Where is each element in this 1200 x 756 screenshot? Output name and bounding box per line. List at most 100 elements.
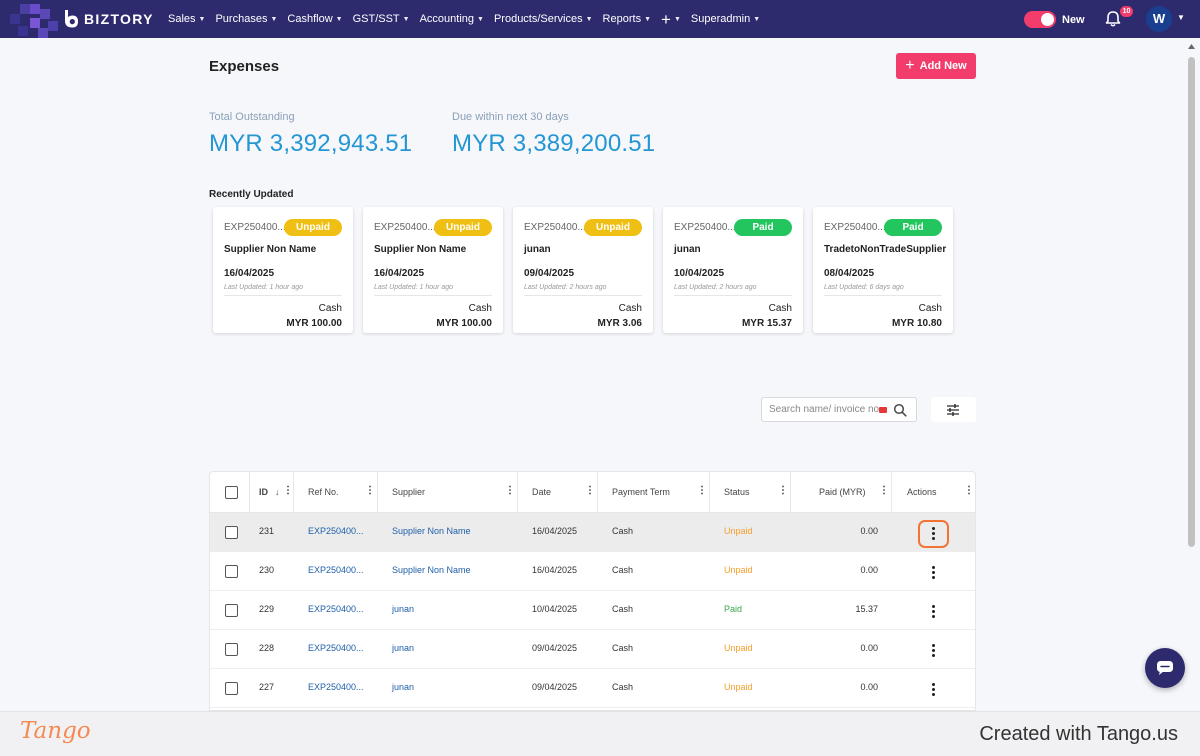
column-menu-icon[interactable]: ⋮ [505,485,515,496]
table-row[interactable]: 227 EXP250400... junan 09/04/2025 Cash U… [210,669,975,708]
column-menu-icon[interactable]: ⋮ [964,485,974,496]
recent-card[interactable]: EXP250400... Unpaid junan 09/04/2025 Las… [513,207,653,333]
header-actions[interactable]: Actions ⋮ [892,472,975,513]
card-supplier: TradetoNonTradeSupplier [824,244,947,255]
cell-id: 228 [259,643,275,653]
logo-pixel-pattern [0,0,70,38]
row-checkbox[interactable] [225,643,238,656]
scroll-up-arrow-icon[interactable] [1187,43,1196,51]
row-checkbox[interactable] [225,565,238,578]
divider [824,295,942,296]
divider [674,295,792,296]
cell-ref-link[interactable]: EXP250400... [308,643,364,653]
menu-accounting[interactable]: Accounting ▼ [420,13,484,25]
more-actions-icon[interactable] [931,683,935,697]
status-badge: Paid [884,219,942,236]
header-status[interactable]: Status ⋮ [710,472,791,513]
caret-down-icon: ▼ [673,15,681,23]
biztory-logo[interactable]: BIZTORY [62,9,154,29]
card-date: 10/04/2025 [674,268,725,279]
biztory-logo-icon [65,10,78,28]
recent-card[interactable]: EXP250400... Unpaid Supplier Non Name 16… [213,207,353,333]
add-new-button[interactable]: + Add New [896,53,976,79]
card-ref: EXP250400... [524,222,586,233]
menu-gst-sst[interactable]: GST/SST ▼ [353,13,410,25]
filter-button[interactable] [931,397,976,422]
card-last-updated: Last Updated: 1 hour ago [374,284,454,291]
vertical-scrollbar-thumb[interactable] [1188,57,1195,547]
stat-label: Total Outstanding [209,111,295,123]
chevron-down-icon[interactable]: ▼ [1177,13,1185,22]
recent-card[interactable]: EXP250400... Unpaid Supplier Non Name 16… [363,207,503,333]
table-row[interactable]: 228 EXP250400... junan 09/04/2025 Cash U… [210,630,975,669]
menu-reports[interactable]: Reports ▼ [603,13,651,25]
more-actions-icon[interactable] [931,527,935,541]
column-menu-icon[interactable]: ⋮ [879,485,889,496]
toggle-switch[interactable] [1024,11,1056,28]
menu-sales[interactable]: Sales ▼ [168,13,205,25]
row-checkbox[interactable] [225,526,238,539]
cell-id: 230 [259,565,275,575]
menu-superadmin[interactable]: Superadmin ▼ [691,13,760,25]
column-menu-icon[interactable]: ⋮ [585,485,595,496]
table-row[interactable]: 229 EXP250400... junan 10/04/2025 Cash P… [210,591,975,630]
cell-supplier-link[interactable]: Supplier Non Name [392,526,471,536]
header-date[interactable]: Date ⋮ [518,472,598,513]
chat-widget-button[interactable] [1145,648,1185,688]
card-ref: EXP250400... [224,222,286,233]
menu-products-services[interactable]: Products/Services ▼ [494,13,593,25]
search-input[interactable] [769,404,881,415]
cell-supplier-link[interactable]: Supplier Non Name [392,565,471,575]
search-icon[interactable] [893,403,907,417]
row-checkbox[interactable] [225,604,238,617]
row-checkbox[interactable] [225,682,238,695]
menu-label: Sales [168,13,196,25]
card-date: 09/04/2025 [524,268,575,279]
menu-quick-add[interactable]: + ▼ [661,11,681,28]
search-box[interactable] [761,397,917,422]
card-payment-term: Cash [318,303,342,314]
created-with-text: Created with Tango.us [979,723,1178,745]
more-actions-icon[interactable] [931,566,935,580]
more-actions-icon[interactable] [931,605,935,619]
menu-purchases[interactable]: Purchases ▼ [215,13,277,25]
card-supplier: Supplier Non Name [374,244,467,255]
sort-arrow-icon[interactable]: ↓ [275,487,280,497]
menu-cashflow[interactable]: Cashflow ▼ [287,13,342,25]
menu-label: Cashflow [287,13,333,25]
recent-card[interactable]: EXP250400... Paid junan 10/04/2025 Last … [663,207,803,333]
cell-supplier-link[interactable]: junan [392,682,415,692]
cell-date: 09/04/2025 [532,682,578,692]
user-avatar[interactable]: W [1146,6,1172,32]
cell-ref-link[interactable]: EXP250400... [308,604,364,614]
recent-card[interactable]: EXP250400... Paid TradetoNonTradeSupplie… [813,207,953,333]
cell-ref-link[interactable]: EXP250400... [308,526,364,536]
header-paid[interactable]: Paid (MYR) ⋮ [791,472,892,513]
header-id[interactable]: ID ↓ ⋮ [250,472,294,513]
select-all-checkbox[interactable] [225,486,238,499]
card-last-updated: Last Updated: 6 days ago [824,284,904,291]
header-ref-no[interactable]: Ref No. ⋮ [294,472,378,513]
bell-icon[interactable] [1104,10,1122,28]
cell-payment-term: Cash [612,526,634,536]
column-menu-icon[interactable]: ⋮ [697,485,707,496]
card-amount: MYR 15.37 [741,318,792,329]
cell-supplier-link[interactable]: junan [392,643,415,653]
column-menu-icon[interactable]: ⋮ [365,485,375,496]
card-payment-term: Cash [468,303,492,314]
more-actions-icon[interactable] [931,644,935,658]
cell-supplier-link[interactable]: junan [392,604,415,614]
new-ui-toggle[interactable]: New [1024,11,1085,28]
header-supplier[interactable]: Supplier ⋮ [378,472,518,513]
cell-status: Paid [724,604,743,614]
header-label: Payment Term [612,487,670,497]
column-menu-icon[interactable]: ⋮ [283,485,293,496]
caret-down-icon: ▼ [270,15,278,23]
cell-ref-link[interactable]: EXP250400... [308,682,364,692]
table-row[interactable]: 231 EXP250400... Supplier Non Name 16/04… [210,513,975,552]
table-row[interactable]: 230 EXP250400... Supplier Non Name 16/04… [210,552,975,591]
cell-ref-link[interactable]: EXP250400... [308,565,364,575]
stat-value: MYR 3,392,943.51 [209,130,413,157]
column-menu-icon[interactable]: ⋮ [778,485,788,496]
header-payment-term[interactable]: Payment Term ⋮ [598,472,710,513]
